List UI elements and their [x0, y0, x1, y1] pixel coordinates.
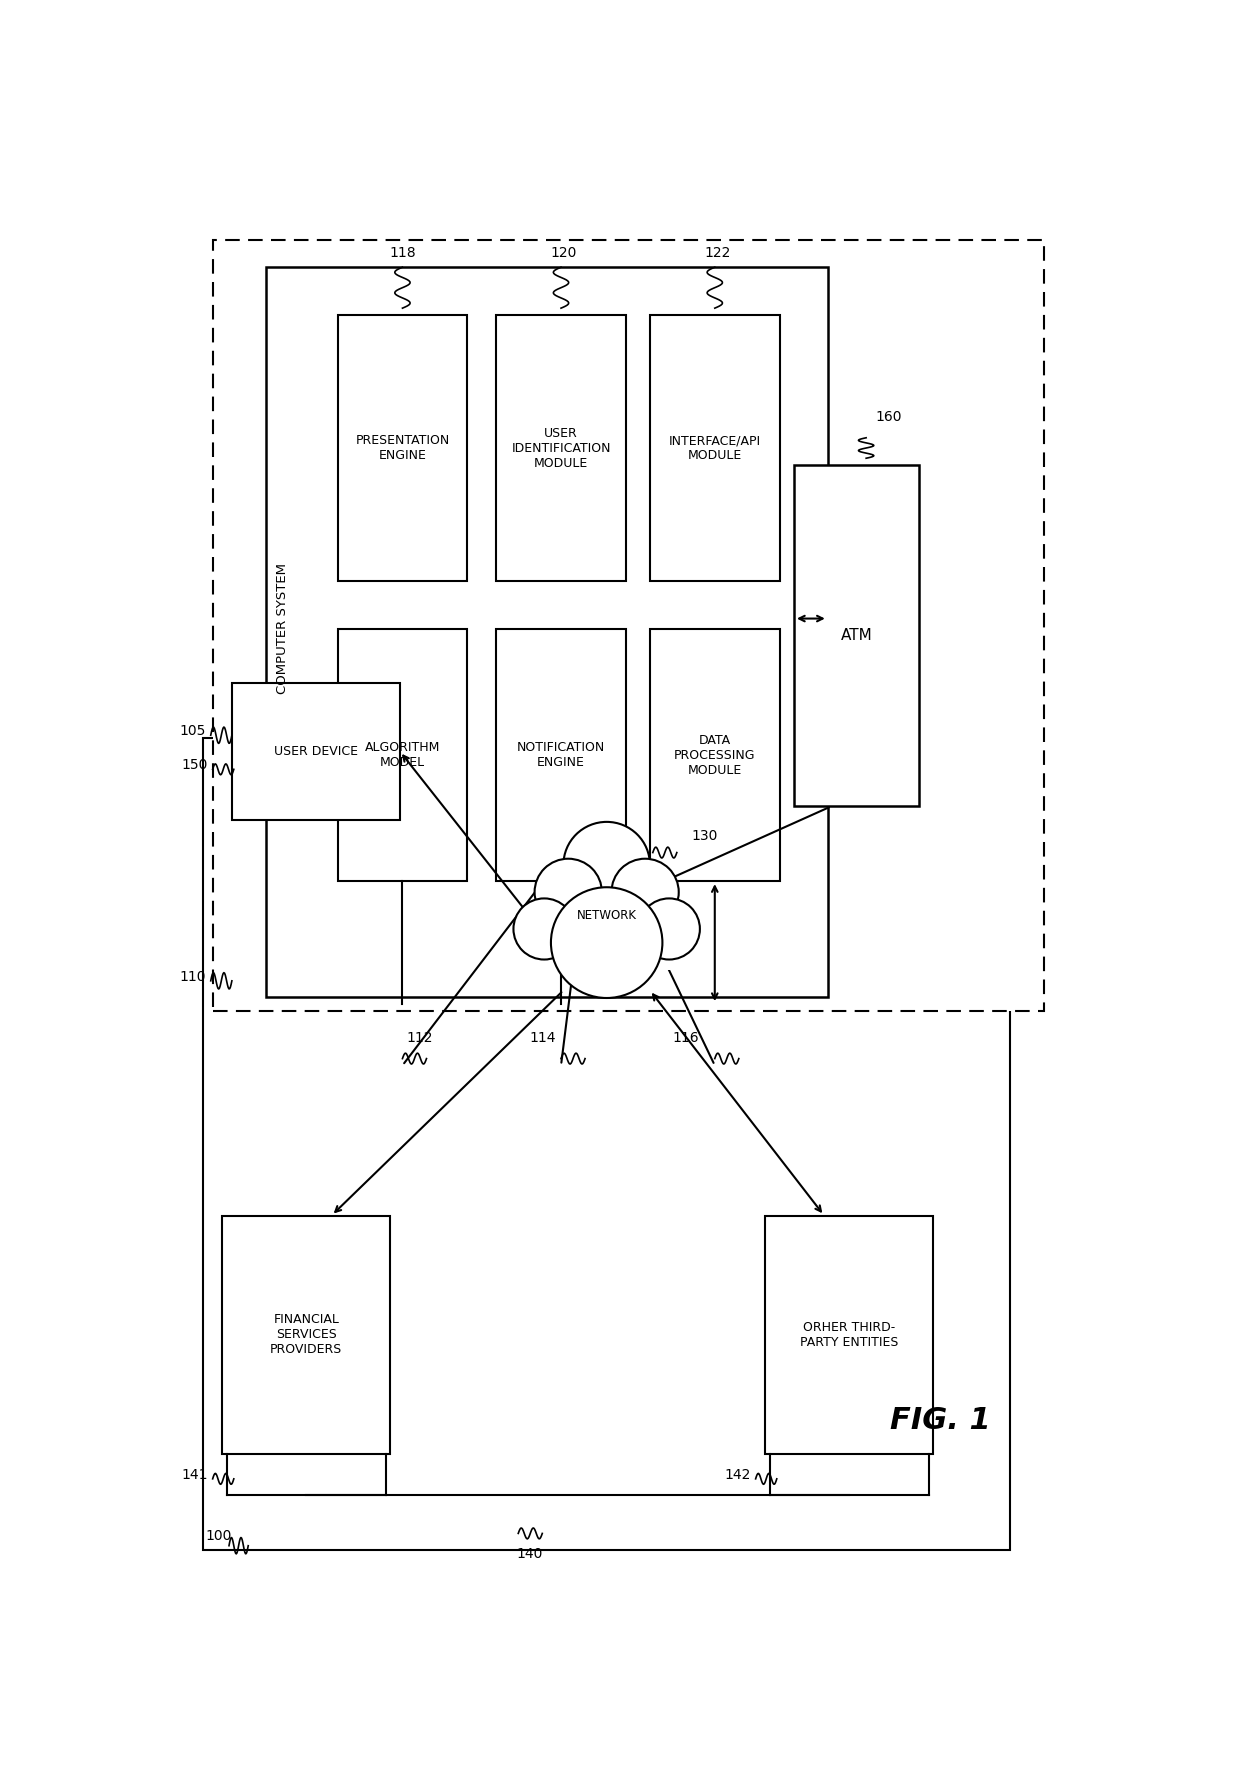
FancyBboxPatch shape	[650, 629, 780, 881]
Ellipse shape	[551, 888, 662, 998]
FancyBboxPatch shape	[525, 916, 688, 969]
Text: ALGORITHM
MODEL: ALGORITHM MODEL	[365, 741, 440, 769]
Text: USER
IDENTIFICATION
MODULE: USER IDENTIFICATION MODULE	[511, 427, 611, 470]
FancyBboxPatch shape	[794, 464, 919, 806]
Text: ORHER THIRD-
PARTY ENTITIES: ORHER THIRD- PARTY ENTITIES	[800, 1320, 899, 1348]
Text: 105: 105	[180, 725, 206, 739]
Text: 110: 110	[180, 969, 206, 983]
FancyBboxPatch shape	[496, 315, 626, 581]
FancyBboxPatch shape	[222, 1216, 391, 1455]
Text: 118: 118	[389, 246, 417, 260]
Text: 141: 141	[181, 1467, 208, 1481]
FancyBboxPatch shape	[265, 268, 828, 998]
FancyBboxPatch shape	[650, 315, 780, 581]
Ellipse shape	[513, 898, 575, 959]
Text: 116: 116	[672, 1031, 698, 1045]
Text: 114: 114	[529, 1031, 557, 1045]
Text: INTERFACE/API
MODULE: INTERFACE/API MODULE	[668, 434, 761, 462]
FancyBboxPatch shape	[765, 1216, 934, 1455]
FancyBboxPatch shape	[337, 315, 467, 581]
Text: USER DEVICE: USER DEVICE	[274, 744, 358, 758]
Text: COMPUTER SYSTEM: COMPUTER SYSTEM	[277, 563, 289, 695]
Text: NETWORK: NETWORK	[577, 909, 636, 921]
FancyBboxPatch shape	[496, 629, 626, 881]
Text: 142: 142	[724, 1467, 751, 1481]
Text: DATA
PROCESSING
MODULE: DATA PROCESSING MODULE	[675, 734, 755, 776]
FancyBboxPatch shape	[337, 629, 467, 881]
Text: FINANCIAL
SERVICES
PROVIDERS: FINANCIAL SERVICES PROVIDERS	[270, 1313, 342, 1356]
Text: 130: 130	[691, 829, 718, 843]
Text: 100: 100	[205, 1529, 232, 1543]
Text: FIG. 1: FIG. 1	[890, 1405, 991, 1435]
Text: 112: 112	[407, 1031, 433, 1045]
Text: 140: 140	[517, 1547, 543, 1561]
Ellipse shape	[534, 859, 601, 925]
Ellipse shape	[563, 822, 650, 907]
Ellipse shape	[639, 898, 699, 959]
FancyBboxPatch shape	[232, 684, 401, 820]
FancyBboxPatch shape	[203, 737, 1011, 1550]
Ellipse shape	[611, 859, 678, 925]
Text: 120: 120	[551, 246, 577, 260]
Text: 150: 150	[181, 758, 208, 773]
FancyBboxPatch shape	[213, 239, 1044, 1010]
Text: NOTIFICATION
ENGINE: NOTIFICATION ENGINE	[517, 741, 605, 769]
Text: 122: 122	[704, 246, 730, 260]
Text: 160: 160	[875, 409, 903, 424]
Text: ATM: ATM	[841, 627, 873, 643]
Text: PRESENTATION
ENGINE: PRESENTATION ENGINE	[356, 434, 450, 462]
